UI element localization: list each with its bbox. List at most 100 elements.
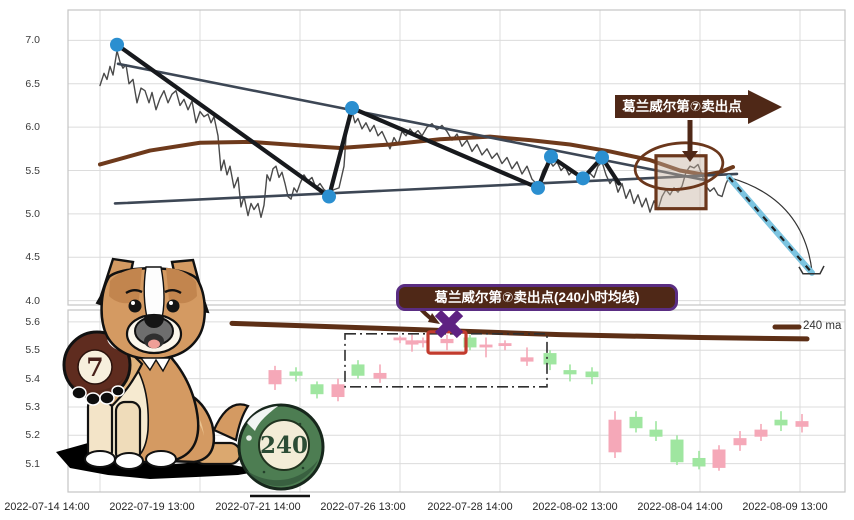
dog-eye [166,299,180,313]
dog-face-patch-left [109,268,142,304]
candle [331,378,345,402]
candle-body [416,340,430,344]
candle-body [268,370,282,385]
dog-blaze [143,266,165,323]
x-tick-label: 2022-08-02 13:00 [532,501,618,513]
candle-body [563,370,577,375]
sell-zone-rect [654,154,708,211]
candlestick-panel [229,320,810,471]
candle [649,421,663,441]
candle-body [520,357,534,362]
top-y-tick-label: 6.5 [25,77,40,90]
projection-line-dashes [728,176,813,274]
dog-tongue [148,339,160,349]
purple-x-mark [434,309,464,339]
dog-paw [84,450,116,468]
dog-chest-tuft [139,357,172,373]
candle [585,367,599,385]
ball240-speckle [301,466,305,470]
dog-eye-glint [131,301,135,305]
candle [712,445,726,471]
candle-body [373,372,387,379]
sell-point-240ma-annotation: 葛兰威尔第⑦卖出点(240小时均线) [396,284,678,311]
ma-240-line [229,320,810,342]
chart-annotations [416,90,782,339]
sell-point-annotation: 葛兰威尔第⑦卖出点 [615,95,749,118]
x-tick-label: 2022-07-28 14:00 [427,501,513,513]
top-y-tick-label: 4.5 [25,251,40,264]
dog-eyebrow [125,289,143,295]
candle-body [351,364,365,376]
dashdot-highlight-box [344,333,548,388]
top-y-tick-label: 4.0 [25,294,40,307]
candle [268,365,282,390]
candle [498,340,512,351]
line-panel [98,37,825,276]
candle [629,411,643,433]
x-tick-label: 2022-08-04 14:00 [637,501,723,513]
candle [479,337,493,358]
legend-240ma-label: 240 ma [803,320,842,332]
candle [520,347,534,366]
ball240-speckle [262,470,266,474]
candle-body [774,419,788,426]
ball240-speckle [298,422,302,426]
candle [393,336,407,344]
ball7-label-circle [77,349,113,385]
candle-body [479,344,493,348]
ball240-label-circle [258,419,310,471]
candle [351,360,365,379]
top-y-tick-label: 5.0 [25,207,40,220]
dog-hind-paw [145,450,177,468]
candle [795,414,809,433]
pivot-dot [531,180,545,195]
candle-body [670,439,684,463]
billiard-ball-7: 7 [62,330,132,406]
dog-eyebrow [164,289,182,295]
ball240-shade [246,460,318,487]
candle [733,431,747,451]
dog-paw-pad [71,386,87,400]
candle-body [440,338,454,344]
lower-trendline [113,172,739,205]
candle-body [543,353,557,365]
candle-body [463,337,477,348]
dog-paw [114,452,144,470]
down-arrow-head [682,151,698,162]
bottom-y-tick-label: 5.3 [25,400,40,413]
projection-end-bracket [798,265,825,275]
candle-body [649,429,663,437]
ball7-number: 7 [86,353,103,382]
ball240-highlight-dot [246,435,252,441]
candle-body [692,457,706,467]
dog-mascot-illustration: 7 [56,257,325,498]
top-y-tick-label: 5.5 [25,164,40,177]
candle [670,435,684,466]
dog-paw-pad [99,391,115,405]
candle [373,364,387,383]
candle [440,334,454,351]
candle-body [405,340,419,345]
price [99,50,730,219]
candle [608,411,622,458]
top-banner-arrowhead [748,90,782,124]
dog-eye-glint [169,301,173,305]
bottom-y-tick-label: 5.4 [25,372,40,385]
candle [416,337,430,348]
zigzag [114,42,622,199]
upper-trendline [116,62,707,182]
candle [405,334,419,352]
pivot-dot [595,150,609,165]
bottom-y-tick-label: 5.6 [25,315,40,328]
candle-body [310,384,324,395]
bottom-y-tick-label: 5.2 [25,429,40,442]
ball240-number: 240 [260,432,308,459]
candle-body [754,429,768,437]
candle-body [608,419,622,453]
ball240-highlight [247,406,278,431]
candle [754,423,768,441]
ma-line [98,134,735,177]
candle-body [498,343,512,347]
